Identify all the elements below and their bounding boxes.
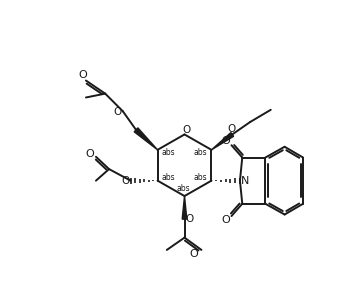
Polygon shape: [182, 196, 187, 219]
Text: O: O: [222, 136, 231, 147]
Text: O: O: [182, 125, 190, 135]
Polygon shape: [211, 132, 234, 150]
Text: N: N: [240, 176, 249, 186]
Polygon shape: [134, 128, 158, 150]
Text: O: O: [189, 249, 198, 259]
Text: abs: abs: [194, 173, 208, 182]
Text: O: O: [186, 214, 194, 224]
Text: O: O: [227, 124, 236, 134]
Text: O: O: [114, 107, 122, 117]
Text: abs: abs: [161, 148, 175, 157]
Text: O: O: [121, 176, 129, 186]
Text: abs: abs: [176, 184, 190, 193]
Text: O: O: [222, 215, 231, 225]
Text: abs: abs: [194, 148, 208, 157]
Text: O: O: [86, 149, 94, 159]
Text: abs: abs: [161, 173, 175, 182]
Text: O: O: [79, 70, 87, 80]
